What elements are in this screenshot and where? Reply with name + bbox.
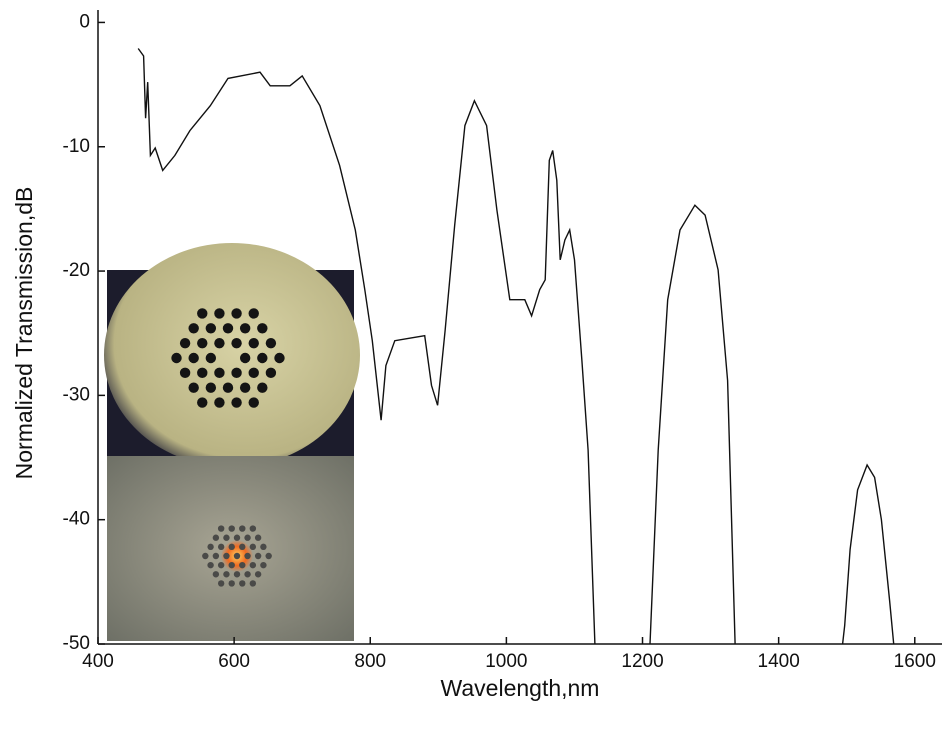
hole: [214, 308, 225, 319]
hole: [248, 337, 259, 349]
hole: [257, 382, 268, 393]
hole: [212, 571, 220, 578]
hole: [249, 561, 257, 569]
hole: [197, 337, 208, 349]
hole: [197, 397, 208, 408]
hole: [257, 323, 268, 334]
hole: [212, 534, 220, 541]
hole: [217, 580, 225, 587]
hole: [233, 534, 241, 541]
hole: [233, 571, 241, 578]
hole: [274, 352, 285, 364]
hole: [231, 308, 242, 319]
hole: [265, 367, 277, 379]
hole: [260, 543, 267, 551]
hole: [233, 552, 241, 560]
hole: [205, 382, 217, 393]
hole: [214, 367, 225, 379]
y-tick-label: -40: [63, 509, 90, 530]
fiber-face: [104, 243, 360, 467]
hole: [202, 552, 209, 560]
hole: [257, 352, 268, 364]
hole: [249, 525, 257, 532]
x-tick-label: 400: [82, 651, 114, 672]
hole: [249, 543, 257, 551]
hole: [228, 543, 235, 551]
hole: [239, 543, 246, 551]
hole: [239, 561, 246, 569]
hole: [239, 323, 251, 334]
hole: [254, 552, 262, 560]
hole: [244, 571, 251, 578]
x-tick-label: 1200: [621, 651, 663, 672]
hole: [214, 337, 225, 349]
x-tick-label: 600: [218, 651, 250, 672]
hole: [179, 367, 191, 379]
hole: [239, 352, 251, 364]
hole: [244, 534, 251, 541]
hole: [244, 552, 251, 560]
line: [137, 48, 895, 645]
hole: [188, 352, 199, 364]
hole: [249, 580, 257, 587]
hole: [239, 580, 246, 587]
hole: [265, 552, 272, 560]
y-tick-label: -10: [63, 136, 90, 157]
hole: [223, 534, 230, 541]
hole: [254, 571, 262, 578]
hole: [254, 534, 262, 541]
hole: [231, 397, 242, 408]
hole: [197, 308, 208, 319]
hole: [248, 397, 259, 408]
x-tick-label: 1600: [894, 651, 936, 672]
x-tick-label: 1400: [758, 651, 800, 672]
hole: [205, 352, 217, 364]
hole: [231, 367, 242, 379]
hole: [171, 352, 182, 364]
hole: [228, 525, 235, 532]
y-tick-label: 0: [79, 11, 90, 32]
hole: [239, 525, 246, 532]
hole: [212, 552, 220, 560]
y-tick-label: -30: [63, 384, 90, 405]
y-axis-label: Normalized Transmission,dB: [11, 187, 37, 480]
hole: [188, 382, 199, 393]
y-tick-label: -50: [63, 633, 90, 654]
hole: [217, 543, 225, 551]
hole: [260, 561, 267, 569]
hole: [222, 382, 234, 393]
hole: [222, 323, 234, 334]
x-tick-label: 800: [354, 651, 386, 672]
hole: [217, 525, 225, 532]
hole: [207, 561, 214, 569]
hole: [223, 552, 230, 560]
hole: [248, 308, 259, 319]
hole: [188, 323, 199, 334]
hole: [223, 571, 230, 578]
y-tick-label: -20: [63, 260, 90, 281]
hole: [207, 543, 214, 551]
inset-images: [104, 243, 360, 641]
hole: [231, 337, 242, 349]
hole: [179, 337, 191, 349]
hole: [228, 561, 235, 569]
hole: [217, 561, 225, 569]
hole: [197, 367, 208, 379]
hole: [205, 323, 217, 334]
x-axis-label: Wavelength,nm: [441, 675, 600, 701]
hole: [214, 397, 225, 408]
x-tick-label: 1000: [485, 651, 527, 672]
hole: [228, 580, 235, 587]
hole: [239, 382, 251, 393]
hole: [248, 367, 259, 379]
hole: [265, 337, 277, 349]
